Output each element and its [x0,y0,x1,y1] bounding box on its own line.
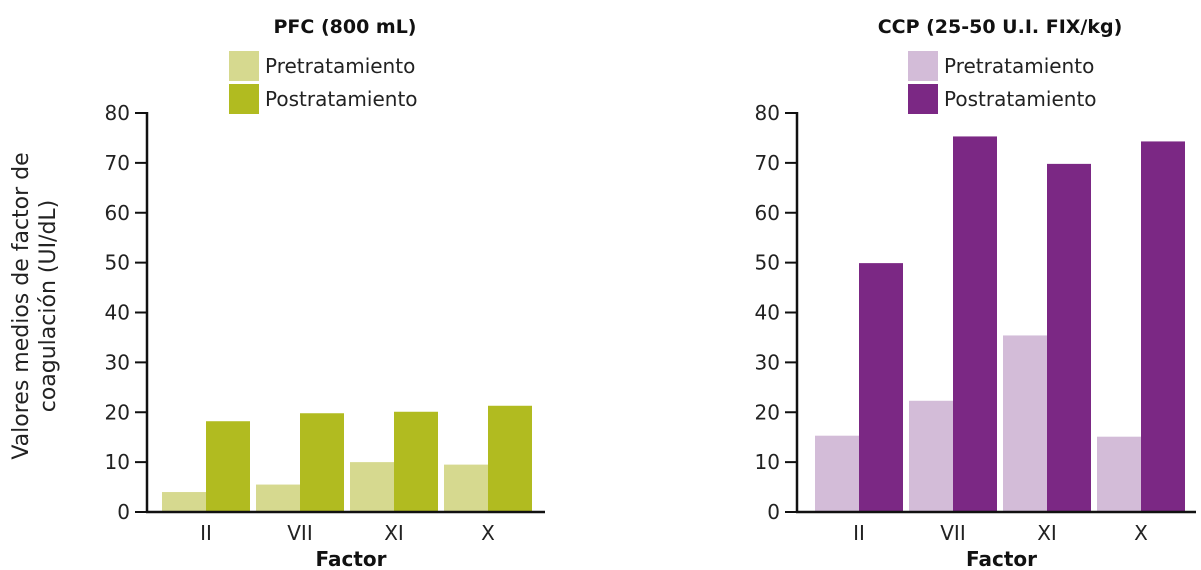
y-tick-label: 0 [767,500,780,524]
bar [488,405,532,512]
bar [909,400,953,512]
x-tick-label: X [1134,521,1148,545]
x-axis-title: Factor [315,547,386,570]
y-tick-label: 20 [105,400,130,424]
bar [1141,141,1185,512]
legend-swatch [229,84,259,114]
x-tick-label: X [481,521,495,545]
y-tick-label: 60 [105,201,130,225]
chart-2: CCP (25-50 U.I. FIX/kg) Pretratamiento Pos… [755,16,1196,570]
bar [1097,436,1141,512]
y-tick-label: 50 [755,251,780,275]
bar [300,413,344,512]
x-tick-label: II [853,521,865,545]
legend-swatch [229,51,259,81]
y-axis-title-line: coagulación (UI/dL) [36,200,61,413]
y-tick-label: 50 [105,251,130,275]
bar [162,492,206,512]
bar [815,435,859,512]
y-tick-label: 40 [755,301,780,325]
y-tick-label: 70 [105,151,130,175]
x-tick-label: II [200,521,212,545]
y-tick-label: 0 [117,500,130,524]
bar [859,263,903,512]
y-tick-label: 30 [755,350,780,374]
chart-title: PFC (800 mL) [273,16,416,38]
x-tick-label: VII [940,521,965,545]
bar [206,421,250,512]
y-tick-label: 40 [105,301,130,325]
x-tick-label: XI [384,521,404,545]
y-tick-label: 20 [755,400,780,424]
bar [350,462,394,512]
y-tick-label: 10 [755,450,780,474]
x-axis-title: Factor [966,547,1037,570]
legend-label: Pretratamiento [944,54,1094,78]
bar [444,464,488,512]
legend-label: Postratamiento [944,87,1097,111]
x-tick-label: VII [287,521,312,545]
bar [256,484,300,512]
y-axis-title: Valores medios de factor decoagulación (… [9,152,61,459]
y-tick-label: 70 [755,151,780,175]
bar [1003,335,1047,512]
x-tick-label: XI [1037,521,1057,545]
bar [394,411,438,512]
y-tick-label: 30 [105,350,130,374]
legend-swatch [908,84,938,114]
legend-swatch [908,51,938,81]
y-axis-title-line: Valores medios de factor de [9,152,34,459]
y-tick-label: 80 [755,101,780,125]
y-tick-label: 10 [105,450,130,474]
chart-1: PFC (800 mL) Pretratamiento Postratamiento… [9,16,545,570]
legend-label: Postratamiento [265,87,418,111]
y-tick-label: 80 [105,101,130,125]
bar [953,136,997,512]
chart-title: CCP (25-50 U.I. FIX/kg) [878,16,1123,38]
bar [1047,163,1091,512]
y-tick-label: 60 [755,201,780,225]
legend-label: Pretratamiento [265,54,415,78]
